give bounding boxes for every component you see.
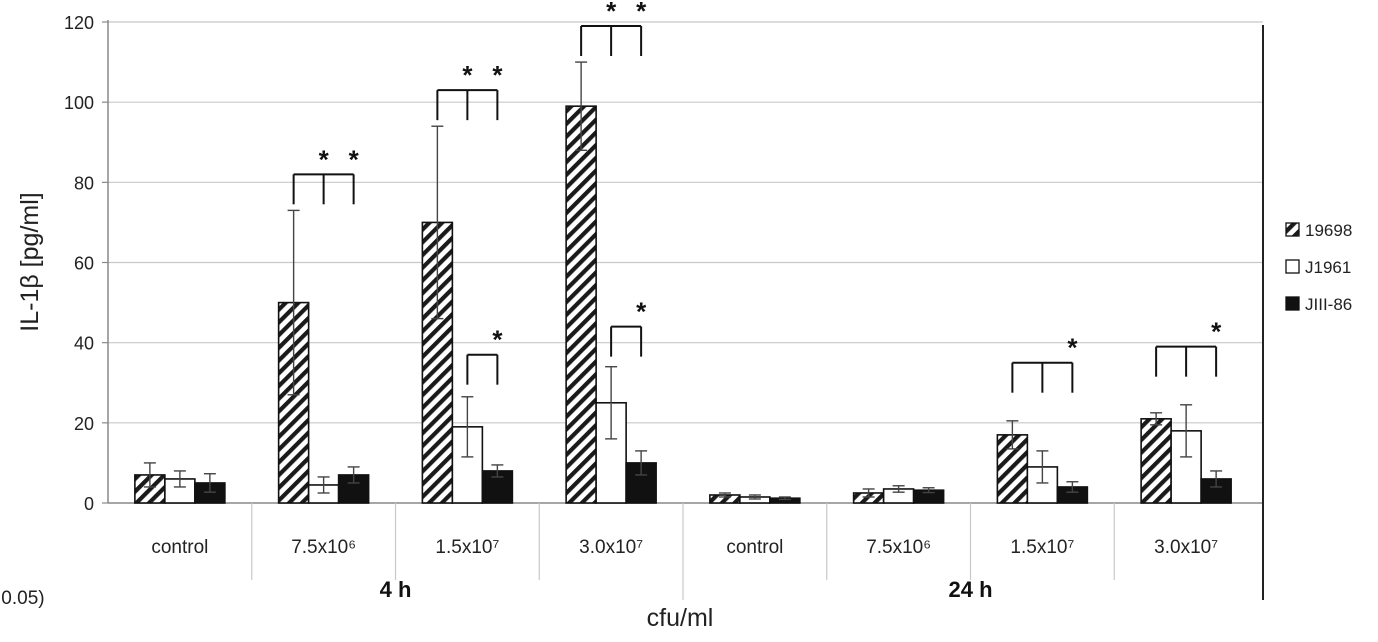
legend-label: 19698 <box>1305 221 1352 240</box>
x-tick-label: control <box>151 537 208 558</box>
error-bar <box>173 470 186 488</box>
significance-star: * <box>492 60 503 90</box>
bar-j1961 <box>1170 430 1202 504</box>
y-tick-label: 100 <box>64 93 94 113</box>
significance-bracket <box>1011 361 1074 393</box>
significance-bracket <box>292 173 355 205</box>
y-tick-label: 20 <box>74 414 94 434</box>
y-axis-title: IL-1β [pg/ml] <box>16 192 44 331</box>
significance-star: * <box>349 144 360 174</box>
y-tick-label: 0 <box>84 494 94 514</box>
x-tick-label: 3.0x10⁷ <box>579 537 643 558</box>
y-tick-label: 40 <box>74 334 94 354</box>
group-label: 4 h <box>380 577 412 602</box>
x-tick-label: 1.5x10⁷ <box>1010 537 1074 558</box>
y-tick-label: 120 <box>64 13 94 33</box>
significance-star: * <box>636 297 647 327</box>
significance-star: * <box>319 144 330 174</box>
bar-19698 <box>1140 418 1172 504</box>
significance-bracket <box>580 25 643 57</box>
significance-star: * <box>636 0 647 26</box>
significance-star: * <box>492 325 503 355</box>
y-tick-label: 60 <box>74 254 94 274</box>
bars <box>134 61 1232 504</box>
error-bar <box>203 473 216 493</box>
error-bar <box>1066 481 1079 493</box>
x-axis-title: cfu/ml <box>647 604 714 632</box>
significance-brackets: * * * * * * * * * * <box>292 0 1222 393</box>
legend-swatch <box>1285 296 1300 311</box>
error-bar <box>347 466 360 484</box>
significance-star: * <box>606 0 617 26</box>
x-tick-label: 1.5x10⁷ <box>435 537 499 558</box>
error-bar <box>1210 470 1223 488</box>
significance-star: * <box>1067 333 1078 363</box>
group-label: 24 h <box>948 577 992 602</box>
error-bar <box>718 492 731 498</box>
significance-bracket <box>436 89 499 121</box>
x-axis: control 7.5x10⁶ 1.5x10⁷ 3.0x10⁷ control 7.5x1… <box>151 503 1218 602</box>
error-bar <box>575 61 588 151</box>
error-bar <box>605 366 618 440</box>
x-tick-label: 7.5x10⁶ <box>866 537 931 558</box>
error-bar <box>778 496 791 501</box>
x-tick-label: 7.5x10⁶ <box>291 537 356 558</box>
legend-label: JIII-86 <box>1305 295 1352 314</box>
error-bar <box>491 464 504 478</box>
legend: 19698 J1961 JIII-86 <box>1285 221 1352 314</box>
x-tick-label: 3.0x10⁷ <box>1154 537 1218 558</box>
error-bar <box>317 476 330 494</box>
error-bar <box>1036 450 1049 484</box>
legend-label: J1961 <box>1305 258 1351 277</box>
y-tick-label: 80 <box>74 173 94 193</box>
axes: 0 20 40 60 80 100 120 <box>64 13 1264 600</box>
footnote: :0.05) <box>0 588 45 609</box>
significance-bracket <box>610 325 643 357</box>
error-bar <box>461 396 474 458</box>
significance-bracket <box>1155 345 1218 377</box>
significance-star: * <box>1211 317 1222 347</box>
x-tick-label: control <box>726 537 783 558</box>
legend-swatch <box>1285 222 1300 237</box>
legend-swatch <box>1285 259 1300 274</box>
bar-19698 <box>134 474 166 504</box>
error-bar <box>1006 420 1019 450</box>
error-bar <box>287 209 300 396</box>
significance-bracket <box>466 353 499 385</box>
error-bar <box>1180 404 1193 458</box>
error-bar <box>922 487 935 494</box>
bar-19698 <box>565 105 597 504</box>
bar-19698 <box>421 221 454 504</box>
error-bar <box>892 485 905 493</box>
error-bar <box>862 488 875 498</box>
error-bar <box>635 450 648 476</box>
error-bar <box>143 462 156 488</box>
error-bar <box>748 494 761 500</box>
error-bar <box>431 125 444 320</box>
significance-star: * <box>462 60 473 90</box>
error-bar <box>1150 412 1163 426</box>
